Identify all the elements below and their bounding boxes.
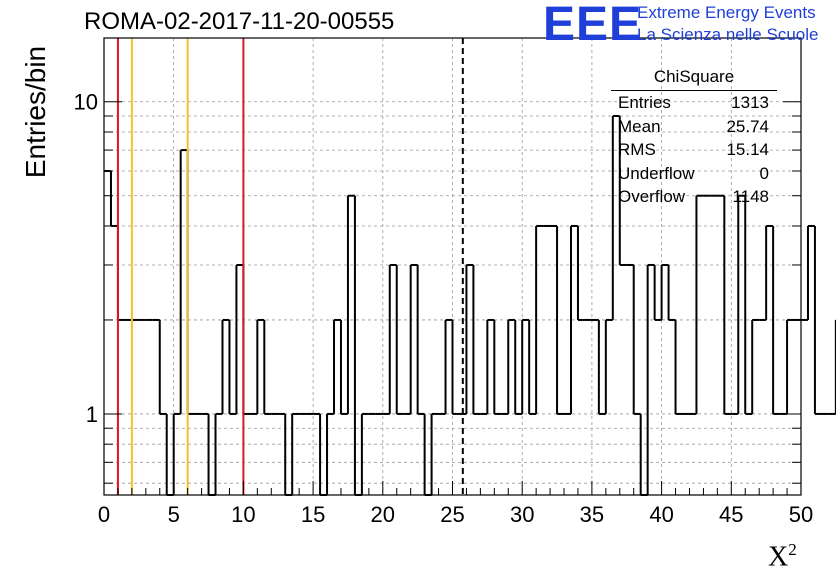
logo-caption-line1: Extreme Energy Events [637, 3, 816, 22]
reference-lines [116, 38, 464, 495]
stats-value: 1148 [732, 187, 769, 206]
stats-label: Entries [618, 93, 671, 112]
stats-box: ChiSquare Entries 1313 Mean 25.74 RMS 15… [611, 66, 777, 209]
x-tick-label: 0 [98, 502, 110, 527]
x-axis-label-superscript: 2 [788, 540, 797, 559]
stats-label: Mean [618, 116, 661, 136]
run-title: ROMA-02-2017-11-20-00555 [84, 8, 395, 35]
x-tick-label: 35 [580, 502, 604, 527]
x-tick-label: 10 [231, 502, 255, 527]
x-tick-label: 5 [168, 502, 180, 527]
y-axis-label: Entries/bin [20, 45, 51, 179]
stats-row-mean: Mean 25.74 [611, 115, 777, 139]
grid-lines [104, 38, 801, 495]
logo-caption-line2: La Scienza nelle Scuole [637, 25, 819, 44]
axis-ticks: 0 5 10 15 20 25 30 35 40 45 50 1 10 [74, 90, 814, 527]
stats-box-title: ChiSquare [611, 66, 777, 91]
stats-value: 25.74 [726, 116, 769, 136]
stats-label: Overflow [618, 187, 686, 206]
stats-value: 1313 [731, 93, 769, 112]
x-axis-label-base: X [768, 541, 789, 573]
histogram-bins [104, 115, 836, 496]
x-tick-label: 15 [301, 502, 325, 527]
x-tick-label: 25 [440, 502, 464, 527]
y-tick-label: 10 [74, 90, 98, 115]
stats-row-overflow: Overflow 1148 [611, 185, 777, 209]
x-tick-label: 50 [789, 502, 813, 527]
x-tick-label: 20 [371, 502, 395, 527]
stats-row-rms: RMS 15.14 [611, 138, 777, 162]
stats-label: Underflow [618, 163, 695, 183]
x-axis-label: X2 [768, 540, 797, 573]
stats-value: 0 [759, 163, 769, 183]
x-tick-label: 45 [719, 502, 743, 527]
eee-logo: EEE [543, 0, 643, 51]
x-tick-label: 30 [510, 502, 534, 527]
stats-row-underflow: Underflow 0 [611, 162, 777, 186]
stats-value: 15.14 [726, 140, 769, 159]
stats-label: RMS [618, 140, 656, 159]
stats-row-entries: Entries 1313 [611, 91, 777, 115]
y-tick-label: 1 [86, 402, 98, 427]
x-tick-label: 40 [649, 502, 673, 527]
